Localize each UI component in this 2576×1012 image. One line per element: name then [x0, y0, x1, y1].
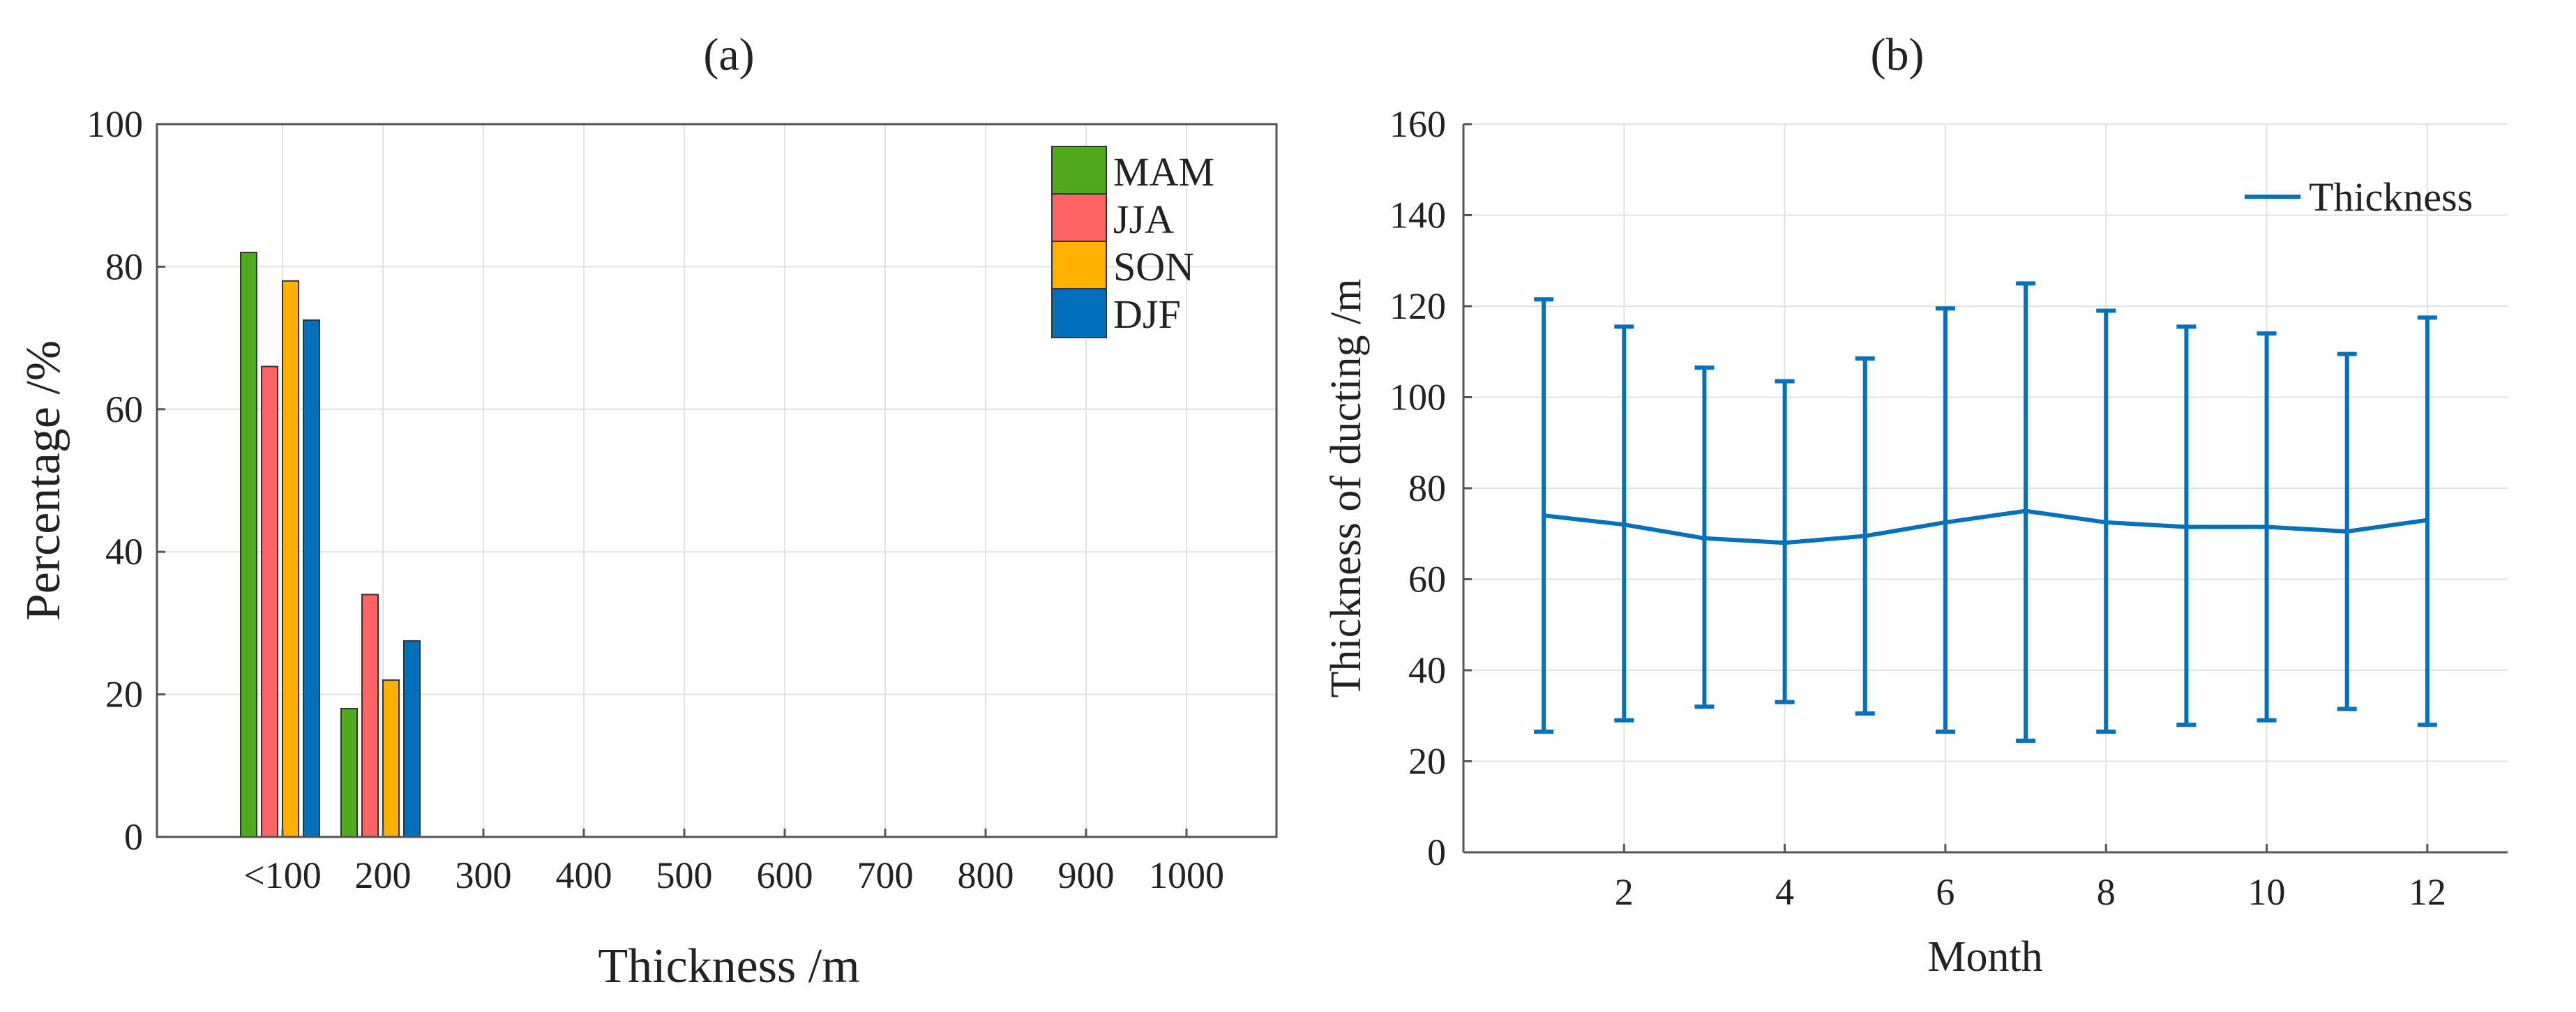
chart-a-legend-swatch-mam	[1051, 146, 1107, 196]
chart-b-x-tick-label: 8	[2097, 871, 2116, 913]
chart-a-legend-swatch-jja	[1051, 193, 1107, 243]
chart-a-x-tick-label: 700	[857, 854, 914, 896]
chart-b-x-tick-label: 12	[2409, 871, 2446, 913]
chart-b-x-axis-label: Month	[1927, 933, 2042, 981]
chart-b-y-tick-label: 120	[1389, 285, 1446, 327]
chart-a-x-tick-label: <100	[243, 854, 321, 896]
chart-a-bar-mam	[240, 251, 257, 838]
chart-a-x-tick-label: 800	[958, 854, 1014, 896]
chart-b-y-axis-label: Thickness of ducting /m	[1323, 279, 1370, 698]
chart-a-y-tick-label: 0	[124, 816, 143, 858]
chart-a-bar-jja	[361, 594, 379, 838]
chart-b-x-tick-label: 4	[1775, 871, 1794, 913]
chart-a-y-tick-label: 60	[105, 388, 143, 430]
chart-a-legend-label-djf: DJF	[1113, 292, 1181, 337]
chart-b-y-tick-label: 160	[1389, 103, 1446, 145]
chart-a-bar-son	[382, 679, 400, 838]
chart-b-y-tick-label: 100	[1389, 377, 1446, 418]
chart-a-x-tick-label: 1000	[1149, 854, 1224, 896]
chart-a-bar-mam	[340, 708, 358, 838]
chart-a-y-axis-label: Percentage /%	[17, 340, 70, 621]
chart-b-y-tick-label: 0	[1427, 831, 1446, 873]
chart-b: (b) 0 20 40 60 80 100 120 140 160 2 4 6 8 10 12 Thick…	[1323, 29, 2508, 981]
chart-b-y-tick-label: 140	[1389, 195, 1446, 236]
chart-a-x-tick-label: 400	[556, 854, 612, 896]
chart-a-y-tick-label: 40	[105, 531, 143, 573]
chart-b-y-tick-label: 60	[1408, 559, 1446, 601]
chart-a-x-tick-label: 300	[455, 854, 512, 896]
chart-b-x-ticks: 2 4 6 8 10 12	[1615, 844, 2446, 913]
chart-a-bar-son	[282, 280, 299, 838]
chart-a-legend-swatch-son	[1051, 241, 1107, 291]
chart-a-plot-frame	[156, 123, 1278, 838]
chart-a-x-tick-label: 600	[757, 854, 813, 896]
chart-a: (a) 0 20 40 60 80 100 <100 200 300 400 500 600 700 8…	[17, 29, 1278, 993]
chart-b-x-tick-label: 6	[1936, 871, 1954, 913]
chart-a-legend-swatch-djf	[1051, 288, 1107, 338]
chart-a-bar-jja	[261, 365, 278, 838]
chart-a-bar-djf	[403, 640, 421, 838]
chart-a-y-tick-label: 20	[105, 674, 143, 716]
chart-a-legend-label-mam: MAM	[1113, 149, 1214, 195]
chart-a-x-tick-label: 200	[355, 854, 412, 896]
chart-a-x-ticks: <100 200 300 400 500 600 700 800 900 1000	[243, 829, 1224, 896]
chart-b-y-tick-label: 40	[1408, 649, 1446, 691]
chart-b-grid	[1463, 123, 2508, 852]
chart-b-panel-label: (b)	[1871, 29, 1925, 80]
chart-b-series	[1534, 281, 2437, 743]
chart-a-panel-label: (a)	[703, 29, 754, 80]
chart-a-y-ticks: 0 20 40 60 80 100	[86, 103, 165, 858]
chart-a-x-axis-label: Thickness /m	[598, 939, 859, 993]
chart-a-x-tick-label: 500	[656, 854, 713, 896]
chart-b-legend-label-thickness: Thickness	[2309, 174, 2473, 220]
chart-a-y-tick-label: 100	[86, 103, 143, 145]
chart-b-y-ticks: 0 20 40 60 80 100 120 140 160	[1389, 103, 1472, 873]
chart-b-series-line-thickness	[1543, 508, 2428, 545]
chart-a-legend-label-jja: JJA	[1113, 197, 1174, 242]
chart-a-bar-djf	[303, 319, 320, 838]
chart-b-x-tick-label: 10	[2248, 871, 2286, 913]
chart-a-x-tick-label: 900	[1058, 854, 1115, 896]
chart-a-legend-label-son: SON	[1113, 244, 1194, 289]
chart-a-y-tick-label: 80	[105, 246, 143, 287]
chart-b-y-tick-label: 20	[1408, 741, 1446, 783]
chart-b-y-tick-label: 80	[1408, 467, 1446, 509]
chart-b-x-tick-label: 2	[1615, 871, 1634, 913]
chart-b-legend: Thickness	[2245, 174, 2473, 220]
